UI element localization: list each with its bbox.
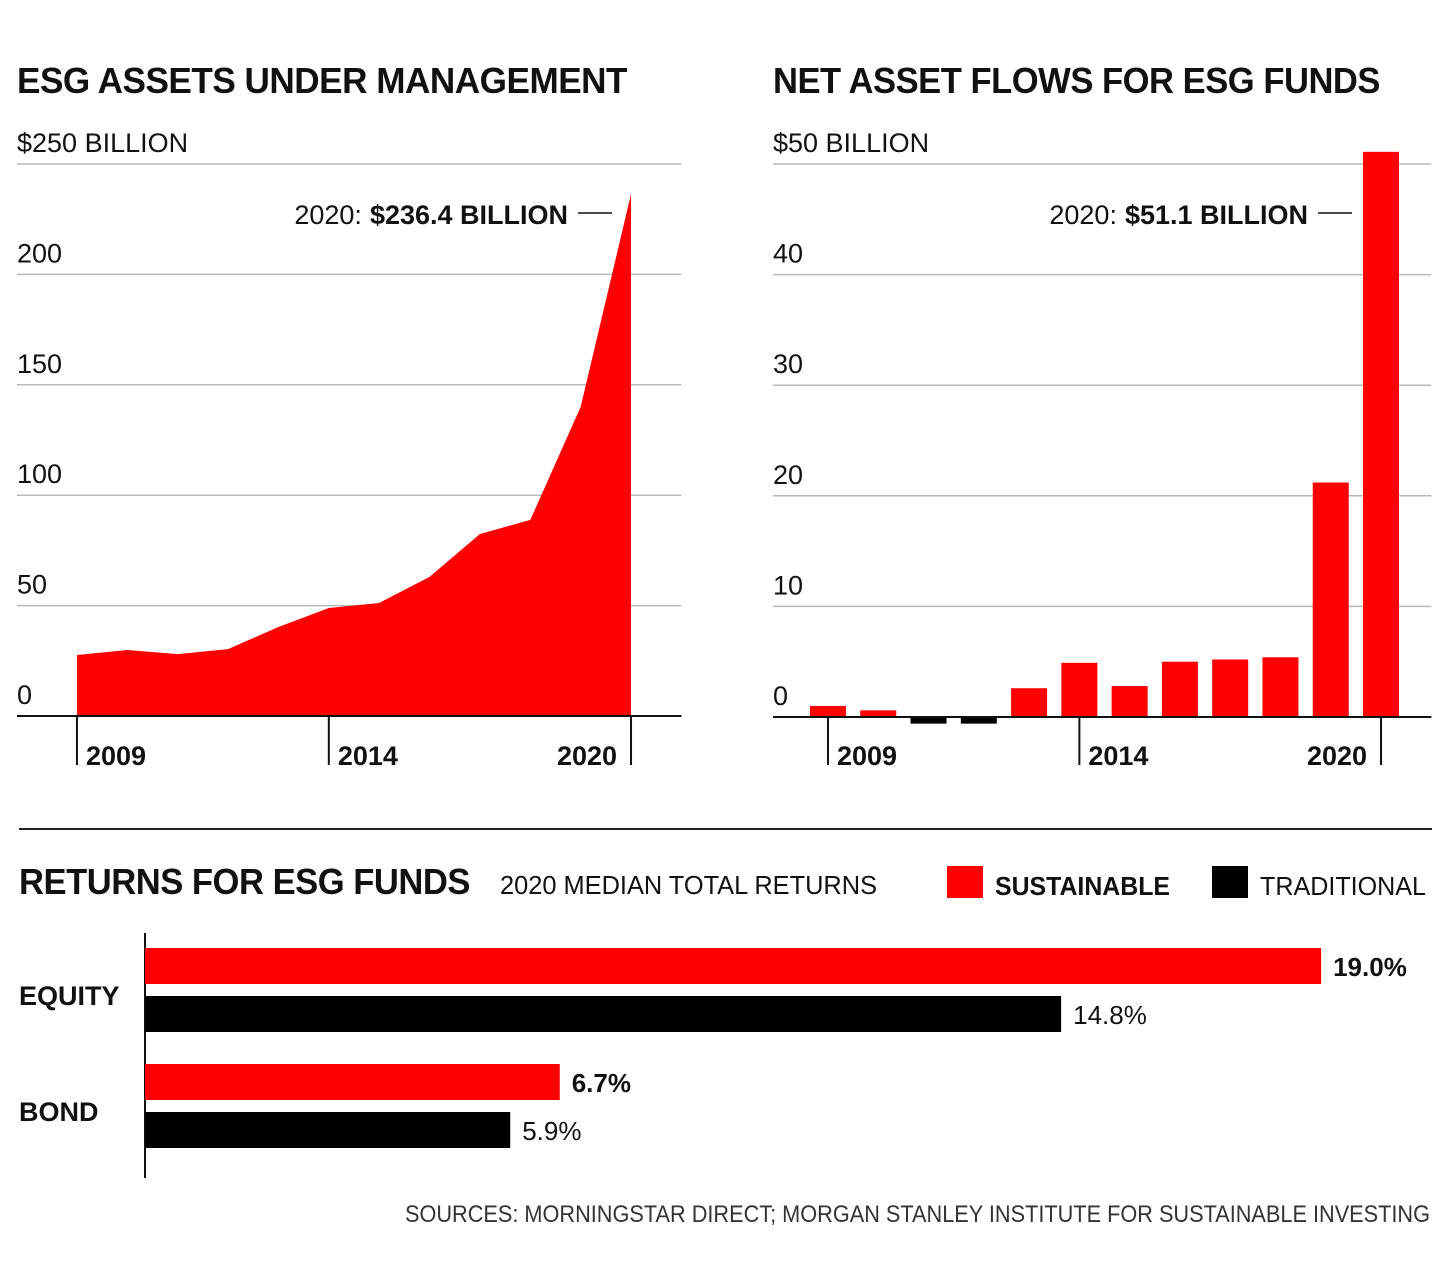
bar — [1312, 482, 1349, 717]
bar — [910, 717, 947, 724]
y-tick-label: 30 — [773, 349, 803, 379]
legend-label: TRADITIONAL — [1260, 871, 1426, 901]
bar — [860, 710, 897, 717]
area — [76, 194, 632, 716]
y-tick-label: 100 — [17, 459, 62, 489]
y-tick-label: 50 — [17, 570, 47, 600]
bar — [1011, 688, 1048, 717]
legend-swatch — [947, 866, 983, 898]
chart-title: RETURNS FOR ESG FUNDS — [19, 861, 470, 902]
y-tick-label: 0 — [17, 680, 32, 710]
x-tick-label: 2020 — [1307, 741, 1367, 771]
annotation-value: $236.4 BILLION — [370, 200, 568, 230]
bar — [145, 1112, 511, 1148]
y-tick-label: 10 — [773, 570, 803, 600]
bar — [809, 705, 846, 717]
value-label: 14.8% — [1073, 1000, 1147, 1030]
value-label: 19.0% — [1333, 952, 1407, 982]
bar — [960, 717, 997, 724]
x-tick-label: 2009 — [86, 741, 146, 771]
bar — [145, 996, 1062, 1032]
chart-title: ESG ASSETS UNDER MANAGEMENT — [17, 60, 627, 101]
value-label: 5.9% — [522, 1116, 581, 1146]
x-tick-label: 2014 — [1088, 741, 1148, 771]
annotation-prefix: 2020: — [1049, 200, 1117, 230]
legend-swatch — [1212, 866, 1248, 898]
category-label: BOND — [19, 1097, 99, 1127]
y-tick-label: 0 — [773, 681, 788, 711]
bar — [1262, 657, 1299, 717]
bar — [1061, 662, 1098, 717]
y-tick-label: 20 — [773, 460, 803, 490]
bar — [1363, 151, 1400, 718]
bar — [1161, 661, 1198, 717]
y-tick-label: 200 — [17, 238, 62, 268]
x-tick-label: 2020 — [557, 741, 617, 771]
value-label: 6.7% — [572, 1068, 631, 1098]
chart-subtitle: 2020 MEDIAN TOTAL RETURNS — [500, 870, 877, 900]
legend-label: SUSTAINABLE — [995, 871, 1170, 901]
annotation-prefix: 2020: — [294, 200, 362, 230]
category-label: EQUITY — [19, 981, 120, 1011]
y-tick-label: 40 — [773, 239, 803, 269]
chart-title: NET ASSET FLOWS FOR ESG FUNDS — [773, 60, 1380, 101]
bar — [145, 948, 1322, 984]
x-tick-label: 2014 — [338, 741, 398, 771]
annotation: 2020: $51.1 BILLION — [1049, 200, 1308, 230]
annotation: 2020: $236.4 BILLION — [294, 200, 568, 230]
bar — [1111, 686, 1148, 717]
y-tick-label: $50 BILLION — [773, 128, 929, 158]
bar — [1212, 659, 1249, 717]
source-note: SOURCES: MORNINGSTAR DIRECT; MORGAN STAN… — [405, 1201, 1430, 1228]
bar — [145, 1064, 560, 1100]
annotation-value: $51.1 BILLION — [1125, 200, 1308, 230]
y-tick-label: $250 BILLION — [17, 128, 188, 158]
x-tick-label: 2009 — [837, 741, 897, 771]
y-tick-label: 150 — [17, 349, 62, 379]
